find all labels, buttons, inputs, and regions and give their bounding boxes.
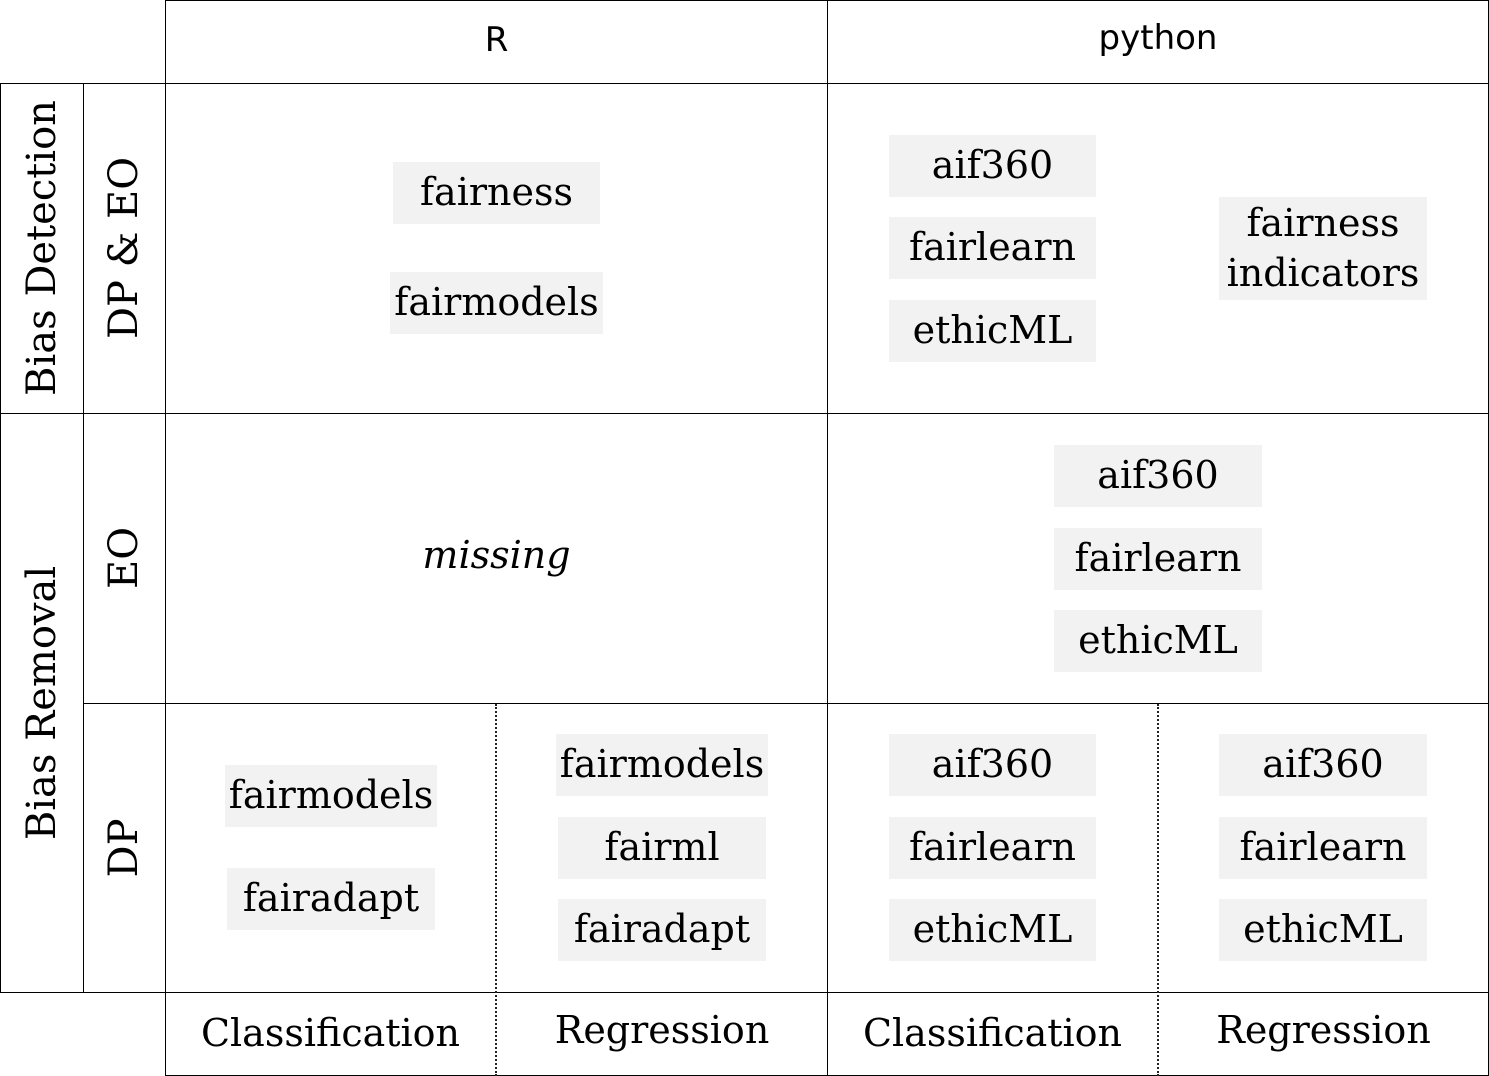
package-box-fairness-indicators: fairness indicators [1219, 197, 1427, 300]
footer-r-regression: Regression [554, 1008, 770, 1052]
left-border [0, 83, 1, 993]
r-task-divider [495, 704, 497, 1076]
row-label-dp-eo: DP & EO [101, 156, 147, 340]
package-box: fairlearn [889, 217, 1096, 279]
package-box: ethicML [889, 300, 1096, 362]
package-box: aif360 [1219, 734, 1427, 796]
package-box: aif360 [889, 135, 1096, 197]
package-box: ethicML [1054, 610, 1262, 672]
footer-divider [0, 992, 1489, 993]
row-label-bias-detection: Bias Detection [19, 100, 65, 396]
package-box: fairml [558, 817, 766, 879]
footer-python-regression: Regression [1216, 1008, 1431, 1052]
column-header-python: python [1098, 18, 1218, 58]
package-box: fairadapt [558, 899, 766, 961]
row-label-bias-removal: Bias Removal [19, 565, 65, 841]
row-label-dp: DP [101, 818, 147, 878]
r-python-divider [827, 0, 828, 1076]
package-box: fairmodels [390, 272, 603, 334]
package-box: aif360 [1054, 445, 1262, 507]
package-box: fairlearn [1219, 817, 1427, 879]
package-box: ethicML [1219, 899, 1427, 961]
package-box: fairmodels [225, 765, 437, 827]
package-box: fairlearn [889, 817, 1096, 879]
footer-python-classification: Classification [862, 1011, 1123, 1055]
label-content-divider [165, 0, 166, 1076]
package-box: fairadapt [227, 868, 435, 930]
row-label-eo: EO [101, 527, 147, 589]
eo-dp-divider [83, 703, 1489, 704]
package-box: fairlearn [1054, 528, 1262, 590]
package-box: aif360 [889, 734, 1096, 796]
package-box: ethicML [889, 899, 1096, 961]
header-divider [0, 83, 1489, 84]
missing-label: missing [422, 533, 571, 577]
footer-r-classification: Classification [200, 1011, 461, 1055]
package-box: fairmodels [556, 734, 768, 796]
package-box: fairness [393, 162, 600, 224]
python-task-divider [1157, 704, 1159, 1076]
column-header-r: R [484, 20, 509, 60]
category-divider [83, 83, 84, 993]
detection-removal-divider [0, 413, 1489, 414]
